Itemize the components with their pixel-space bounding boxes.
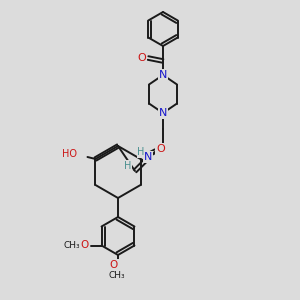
Text: N: N [144,152,152,162]
Text: O: O [80,241,89,250]
Text: CH₃: CH₃ [109,271,125,280]
Text: N: N [159,108,167,118]
Text: O: O [110,260,118,270]
Text: O: O [138,53,146,63]
Text: O: O [156,144,165,154]
Text: H: H [137,147,145,157]
Text: HO: HO [62,149,77,159]
Text: CH₃: CH₃ [63,241,80,250]
Text: H: H [124,161,132,171]
Text: N: N [159,70,167,80]
